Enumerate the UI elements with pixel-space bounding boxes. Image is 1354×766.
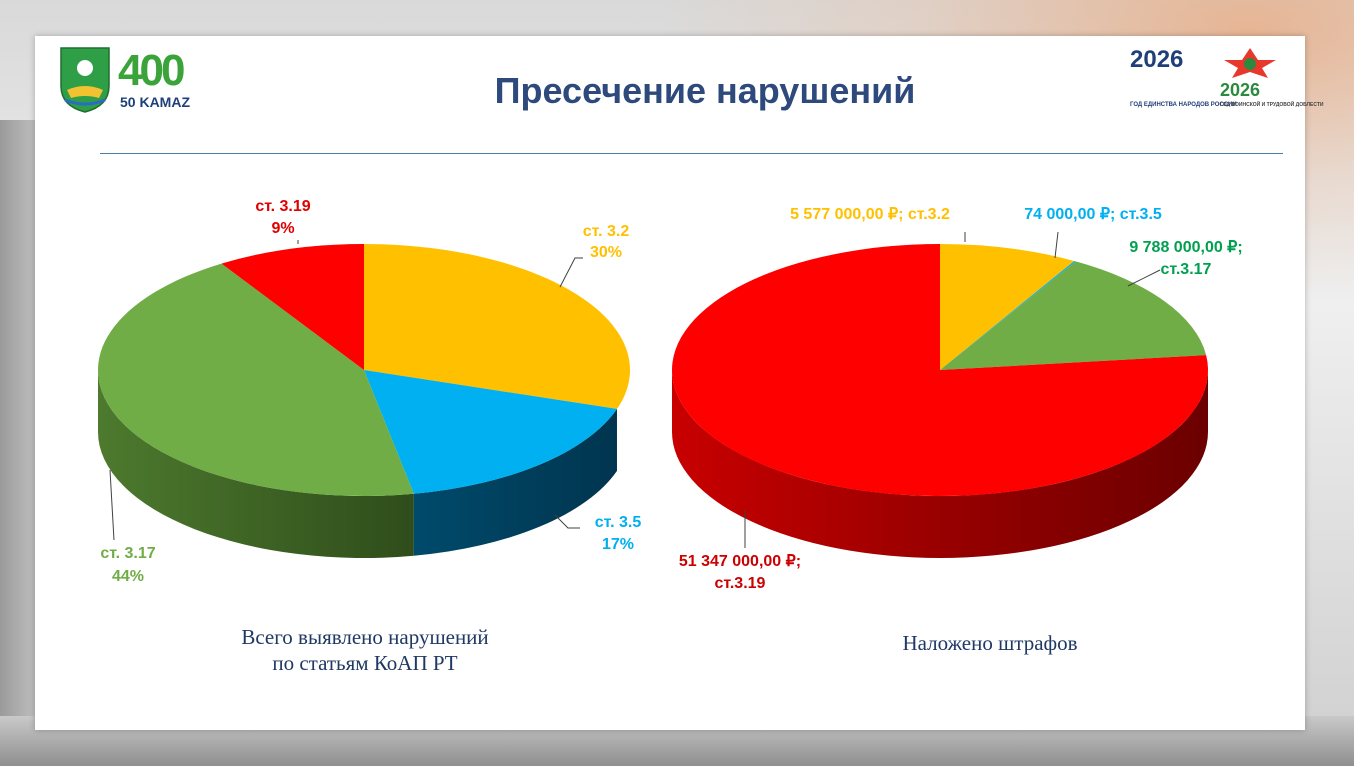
pie2-leader-st317: [1127, 269, 1161, 287]
pie1-caption-line1: Всего выявлено нарушений: [241, 625, 489, 649]
pie2-leader-lines: [744, 231, 1161, 548]
pie1-slice-st32: [364, 244, 630, 409]
pie1-percent-st32: 30%: [590, 244, 622, 261]
pie1-slice-st317: [98, 263, 414, 496]
pie2-caption: Наложено штрафов: [902, 631, 1078, 655]
pie1-side-st317: [98, 370, 414, 558]
pie1-slice-st35: [364, 370, 617, 494]
logo-valor-caption: ГОД ВОИНСКОЙ И ТРУДОВОЙ ДОБЛЕСТИ: [1220, 102, 1324, 108]
anniversary-400-logo: 400 50 KAMAZ: [118, 46, 202, 116]
year-of-unity-logo: 2026 ГОД ЕДИНСТВА НАРОДОВ РОССИИ: [1124, 46, 1237, 116]
pie1-percent-st317: 44%: [112, 568, 144, 585]
pie1-percent-st319: 9%: [271, 220, 294, 237]
pie2-label-st317-line1: 9 788 000,00 ₽;: [1129, 239, 1242, 256]
pie2-slice-st35: [940, 260, 1076, 370]
pie2-label-st319-line1: 51 347 000,00 ₽;: [679, 553, 801, 570]
pie2-label-st319-line2: ст.3.19: [715, 575, 766, 592]
pie1-caption: Всего выявлено нарушений по статьям КоАП…: [150, 624, 580, 676]
pie2-slice-st319: [671, 244, 1208, 497]
pie1-slices: [98, 244, 630, 496]
logo-unity-year: 2026: [1130, 46, 1184, 73]
logo-400-number: 400: [118, 46, 185, 95]
pie1-label-st319: ст. 3.19: [255, 198, 310, 215]
pie2-side-st319: [672, 370, 1208, 558]
pie1-slice-st319: [221, 244, 364, 370]
pie2-label-st317-line2: ст.3.17: [1161, 261, 1212, 278]
year-of-valor-logo: 2026 ГОД ВОИНСКОЙ И ТРУДОВОЙ ДОБЛЕСТИ: [1212, 46, 1324, 120]
slide-title: Пресечение нарушений: [494, 70, 916, 111]
pie2-label-st35: 74 000,00 ₽; ст.3.5: [1024, 206, 1162, 223]
logo-unity-caption: ГОД ЕДИНСТВА НАРОДОВ РОССИИ: [1130, 102, 1237, 108]
pie1-percent-st35: 17%: [602, 536, 634, 553]
pie1-leader-st317: [109, 469, 115, 541]
pie1-leader-st35: [554, 514, 580, 529]
pie1-label-st317: ст. 3.17: [100, 545, 155, 562]
pie2-leader-st35: [1054, 231, 1059, 259]
pie2-slice-st317: [940, 261, 1207, 370]
pie1-leader-st32: [559, 257, 583, 288]
title-divider: [100, 153, 1283, 154]
pie2-slice-st32: [940, 244, 1075, 370]
pie2-sides: [672, 370, 1208, 558]
pie1-sides: [98, 370, 617, 558]
logo-kamaz-text: 50 KAMAZ: [120, 94, 191, 110]
logo-valor-year: 2026: [1220, 80, 1261, 100]
pie1-caption-line2: по статьям КоАП РТ: [272, 651, 458, 675]
pie1-label-st32: ст. 3.2: [583, 223, 630, 240]
pie1-label-st35: ст. 3.5: [595, 514, 642, 531]
pie1-side-st35: [413, 408, 617, 556]
city-coat-of-arms-logo: [60, 47, 110, 113]
pie2-slices: [671, 244, 1208, 497]
pie1-leader-lines: [109, 240, 583, 541]
star-emblem-icon: [1224, 48, 1276, 78]
pie2-label-st32: 5 577 000,00 ₽; ст.3.2: [790, 206, 950, 223]
